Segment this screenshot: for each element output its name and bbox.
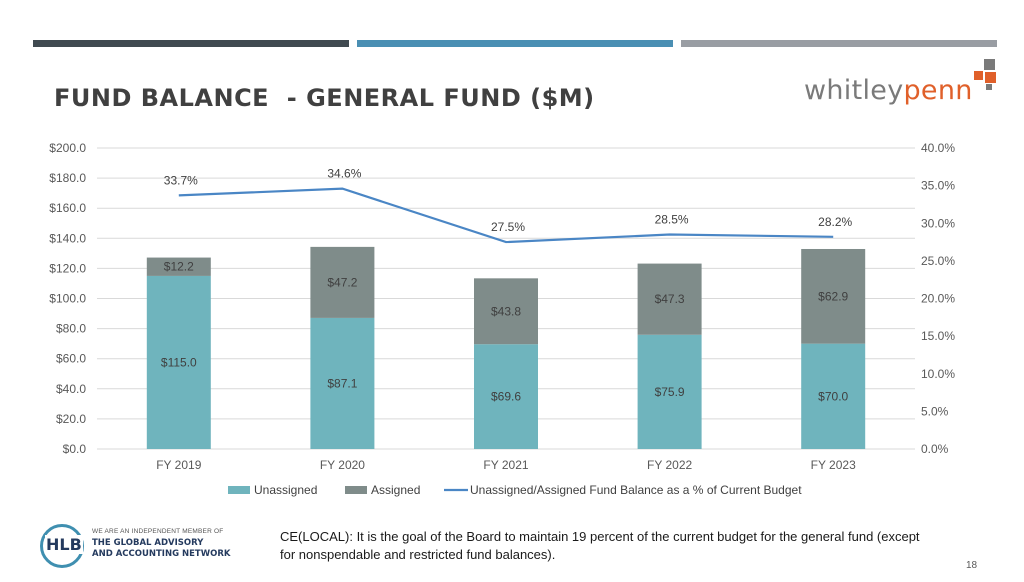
data-label-assigned: $12.2 (164, 260, 194, 274)
bar-assigned (637, 263, 702, 335)
logo-square-icon (986, 84, 992, 90)
x-tick-label: FY 2023 (811, 458, 856, 472)
data-label-unassigned: $75.9 (655, 385, 685, 399)
hlb-mark: HLB (45, 535, 83, 554)
y-left-tick-label: $0.0 (63, 442, 87, 456)
bar-unassigned (801, 343, 866, 449)
y-right-tick-label: 15.0% (921, 329, 955, 343)
logo-wordmark: whitleypenn (804, 75, 973, 106)
page-title: FUND BALANCE - GENERAL FUND ($M) (54, 84, 595, 112)
bar-assigned (310, 246, 375, 318)
bar-unassigned (146, 275, 211, 449)
y-left-tick-label: $60.0 (56, 352, 86, 366)
line-data-label: 27.5% (491, 220, 525, 234)
y-left-tick-label: $20.0 (56, 412, 86, 426)
y-left-tick-label: $140.0 (49, 231, 86, 245)
logo-square-icon (974, 71, 983, 80)
whitley-penn-logo: whitleypenn (804, 57, 999, 107)
y-right-tick-label: 5.0% (921, 404, 949, 418)
data-label-unassigned: $87.1 (327, 376, 357, 390)
line-data-label: 33.7% (164, 173, 198, 187)
y-right-tick-label: 10.0% (921, 367, 955, 381)
legend-label-line: Unassigned/Assigned Fund Balance as a % … (470, 483, 802, 497)
logo-text-whitley: whitley (804, 75, 904, 106)
y-left-tick-label: $100.0 (49, 292, 86, 306)
x-tick-label: FY 2019 (156, 458, 201, 472)
y-right-tick-label: 35.0% (921, 179, 955, 193)
data-label-unassigned: $115.0 (161, 355, 197, 369)
logo-square-icon (985, 72, 996, 83)
data-label-unassigned: $69.6 (491, 390, 521, 404)
hlb-network-name-2: AND ACCOUNTING NETWORK (92, 549, 231, 559)
policy-footnote: CE(LOCAL): It is the goal of the Board t… (280, 529, 920, 562)
y-left-tick-label: $80.0 (56, 322, 86, 336)
x-tick-label: FY 2022 (647, 458, 692, 472)
data-label-assigned: $62.9 (818, 289, 848, 303)
header-bar-dark (33, 40, 349, 47)
data-label-unassigned: $70.0 (818, 389, 848, 403)
legend-label-unassigned: Unassigned (254, 483, 317, 497)
data-label-assigned: $47.3 (655, 292, 685, 306)
hlb-logo: HLB WE ARE AN INDEPENDENT MEMBER OF THE … (40, 524, 280, 576)
y-right-tick-label: 20.0% (921, 292, 955, 306)
y-left-tick-label: $40.0 (56, 382, 86, 396)
logo-square-icon (984, 59, 995, 70)
bar-assigned (474, 278, 538, 345)
bar-unassigned (474, 344, 538, 449)
line-percent-of-budget (178, 187, 834, 244)
legend-label-assigned: Assigned (371, 483, 420, 497)
y-right-tick-label: 40.0% (921, 141, 955, 155)
line-data-label: 34.6% (327, 167, 361, 181)
bar-unassigned (637, 334, 702, 449)
bar-unassigned (310, 317, 375, 449)
data-label-assigned: $43.8 (491, 304, 521, 318)
x-tick-label: FY 2020 (320, 458, 365, 472)
logo-text-penn: penn (903, 75, 973, 106)
y-right-tick-label: 25.0% (921, 254, 955, 268)
data-label-assigned: $47.2 (327, 275, 357, 289)
line-data-label: 28.5% (655, 213, 689, 227)
legend-swatch-assigned (345, 486, 367, 494)
page-number: 18 (966, 560, 978, 571)
line-data-label: 28.2% (818, 215, 852, 229)
header-bar-blue (357, 40, 673, 47)
y-left-tick-label: $160.0 (49, 201, 86, 215)
bar-assigned (146, 257, 211, 276)
header-bar-gray (681, 40, 997, 47)
x-tick-label: FY 2021 (483, 458, 528, 472)
y-right-tick-label: 30.0% (921, 216, 955, 230)
y-left-tick-label: $180.0 (49, 171, 86, 185)
y-left-tick-label: $120.0 (49, 261, 86, 275)
hlb-tagline: WE ARE AN INDEPENDENT MEMBER OF (92, 528, 224, 535)
legend-swatch-unassigned (228, 486, 250, 494)
y-left-tick-label: $200.0 (49, 141, 86, 155)
bar-assigned (801, 248, 866, 344)
hlb-network-name: THE GLOBAL ADVISORY (92, 538, 204, 548)
y-right-tick-label: 0.0% (921, 442, 949, 456)
